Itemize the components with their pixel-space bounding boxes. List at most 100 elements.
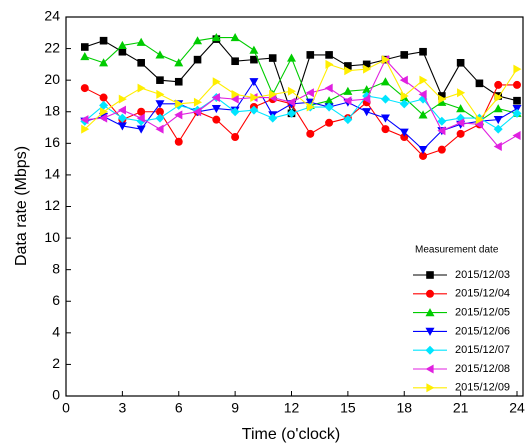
marker <box>306 129 315 138</box>
marker <box>230 33 240 42</box>
marker <box>493 141 502 151</box>
y-tick-label: 6 <box>52 292 60 308</box>
marker <box>399 128 409 137</box>
marker <box>400 133 409 142</box>
marker <box>212 115 221 124</box>
marker <box>231 57 239 66</box>
marker <box>418 146 428 155</box>
marker <box>325 51 333 59</box>
marker <box>456 104 466 113</box>
marker <box>174 110 183 120</box>
marker <box>155 100 165 109</box>
y-tick-label: 16 <box>44 134 60 150</box>
marker <box>400 51 409 59</box>
marker <box>363 64 372 74</box>
marker <box>419 47 427 56</box>
marker <box>174 58 184 67</box>
marker <box>80 84 89 93</box>
y-tick-label: 2 <box>52 355 60 371</box>
marker <box>249 78 259 87</box>
marker <box>99 36 108 45</box>
marker <box>80 115 89 125</box>
marker <box>99 107 109 117</box>
marker <box>494 80 503 89</box>
marker <box>231 133 240 142</box>
legend-label: 2015/12/03 <box>455 269 510 281</box>
marker <box>269 89 278 99</box>
marker <box>268 113 278 123</box>
marker <box>513 80 521 89</box>
marker <box>230 107 240 117</box>
marker <box>437 145 446 154</box>
marker <box>211 93 220 103</box>
marker <box>250 93 259 103</box>
marker <box>474 119 484 129</box>
marker <box>117 105 126 115</box>
marker <box>400 91 409 101</box>
marker <box>493 124 503 134</box>
marker <box>287 108 296 118</box>
marker <box>249 45 259 54</box>
marker <box>425 308 435 317</box>
y-tick-label: 14 <box>44 166 60 182</box>
marker <box>456 118 465 128</box>
x-axis-label: Time (o'clock) <box>242 426 340 443</box>
marker <box>381 125 390 134</box>
marker <box>437 126 446 136</box>
marker <box>250 55 258 64</box>
y-axis-label: Data rate (Mbps) <box>13 146 30 266</box>
marker <box>117 122 127 131</box>
marker <box>419 75 428 85</box>
marker <box>438 94 447 104</box>
series-line <box>84 38 518 116</box>
marker <box>80 51 90 61</box>
marker <box>456 58 465 67</box>
marker <box>136 37 146 46</box>
marker <box>137 83 146 93</box>
marker <box>287 53 296 62</box>
series-line <box>84 95 518 130</box>
legend-label: 2015/12/07 <box>455 344 510 356</box>
marker <box>81 124 90 134</box>
marker <box>324 96 334 105</box>
marker <box>306 102 315 112</box>
x-tick-label: 24 <box>509 400 525 416</box>
marker <box>193 55 202 64</box>
marker <box>193 107 202 117</box>
marker <box>249 105 259 115</box>
marker <box>325 59 334 69</box>
marker <box>426 271 434 279</box>
marker <box>305 88 314 98</box>
x-tick-label: 9 <box>231 400 239 416</box>
x-tick-label: 6 <box>175 400 183 416</box>
marker <box>118 94 127 104</box>
marker <box>512 108 522 118</box>
marker <box>475 115 484 125</box>
legend-label: 2015/12/05 <box>455 307 510 319</box>
series-line <box>84 36 518 122</box>
y-tick-label: 24 <box>44 8 60 24</box>
legend-label: 2015/12/09 <box>455 382 510 394</box>
marker <box>136 113 145 123</box>
marker <box>117 40 127 50</box>
marker <box>343 115 353 125</box>
marker <box>155 113 165 123</box>
marker <box>212 77 221 87</box>
marker <box>381 55 390 65</box>
marker <box>418 110 428 119</box>
marker <box>426 289 434 298</box>
marker <box>362 94 371 104</box>
y-tick-label: 10 <box>44 229 60 245</box>
marker <box>362 85 372 94</box>
marker <box>426 383 435 393</box>
marker <box>399 75 408 85</box>
marker <box>230 94 239 104</box>
legend-label: 2015/12/04 <box>455 288 510 300</box>
x-tick-label: 0 <box>62 400 70 416</box>
marker <box>99 113 108 123</box>
marker <box>287 86 296 96</box>
marker <box>174 77 183 86</box>
marker <box>418 89 427 99</box>
marker <box>380 114 390 123</box>
